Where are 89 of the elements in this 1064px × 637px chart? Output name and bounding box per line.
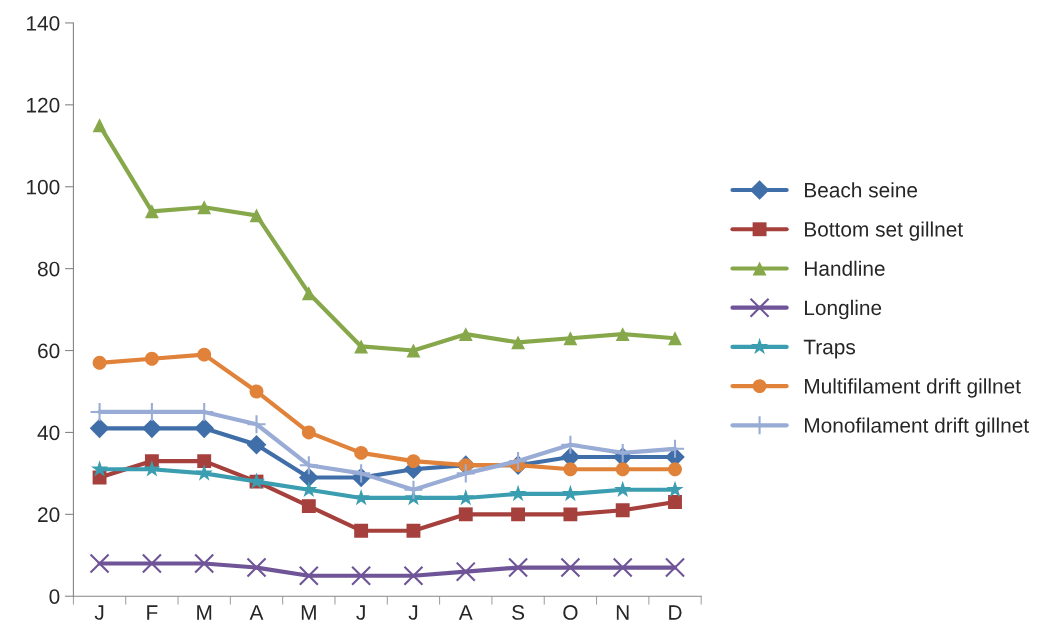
point xyxy=(298,565,319,586)
x-tick-label: D xyxy=(669,605,682,620)
y-tick-label: 80 xyxy=(37,261,60,277)
point xyxy=(403,479,424,500)
y-tick-label: 60 xyxy=(38,343,60,359)
point xyxy=(249,384,264,399)
point xyxy=(615,462,630,477)
point xyxy=(246,557,267,578)
point xyxy=(615,327,630,342)
point xyxy=(668,495,682,509)
y-tick-label: 140 xyxy=(27,15,60,31)
point xyxy=(197,347,212,362)
point xyxy=(455,463,476,484)
point xyxy=(92,118,107,133)
legend-label: Traps xyxy=(803,339,856,359)
point xyxy=(666,480,684,498)
point xyxy=(299,467,319,488)
point xyxy=(509,484,527,502)
point xyxy=(246,414,267,435)
point xyxy=(197,454,212,469)
legend-label: Multifilament drift gillnet xyxy=(805,378,1021,398)
point xyxy=(561,484,579,502)
point xyxy=(511,335,526,350)
point xyxy=(403,565,424,586)
x-tick-label: M xyxy=(197,605,212,620)
legend-label: Bottom set gillnet xyxy=(805,221,963,241)
legend-label: Handline xyxy=(805,260,885,276)
point xyxy=(89,553,110,574)
point xyxy=(354,445,369,460)
point xyxy=(406,343,421,358)
point xyxy=(457,488,475,506)
point xyxy=(563,462,578,477)
point xyxy=(351,565,372,586)
point xyxy=(89,418,110,439)
point xyxy=(354,523,369,538)
point xyxy=(664,557,686,578)
point xyxy=(508,557,529,578)
point xyxy=(194,418,215,439)
point xyxy=(560,557,581,578)
point xyxy=(614,480,632,498)
x-tick-label: N xyxy=(616,605,629,620)
point xyxy=(668,462,682,477)
point xyxy=(143,460,161,477)
x-tick-label: A xyxy=(458,605,473,620)
point xyxy=(197,200,212,215)
x-tick-label: F xyxy=(147,605,158,620)
point xyxy=(301,286,316,301)
point xyxy=(194,553,215,574)
point xyxy=(455,561,476,582)
y-tick-label: 40 xyxy=(37,425,60,441)
y-tick-label: 0 xyxy=(49,589,60,604)
point xyxy=(246,434,267,455)
y-tick-label: 20 xyxy=(38,507,60,523)
point xyxy=(563,507,578,522)
point xyxy=(90,460,109,477)
point xyxy=(563,331,578,346)
point xyxy=(458,327,473,342)
y-tick-label: 120 xyxy=(27,97,60,113)
point xyxy=(354,339,369,354)
x-tick-label: J xyxy=(94,605,104,620)
legend-label: Longline xyxy=(805,299,882,320)
point xyxy=(195,464,213,481)
x-tick-label: A xyxy=(249,605,264,620)
point xyxy=(144,204,159,219)
point xyxy=(301,425,316,440)
legend-label: Monofilament drift gillnet xyxy=(805,417,1029,437)
point xyxy=(406,454,421,469)
point xyxy=(298,455,319,476)
point xyxy=(612,557,633,578)
x-tick-label: M xyxy=(301,605,316,620)
point xyxy=(511,507,526,522)
point xyxy=(92,355,107,370)
x-tick-label: J xyxy=(356,605,365,620)
x-tick-label: J xyxy=(408,605,418,620)
point xyxy=(142,418,162,439)
point xyxy=(615,503,630,518)
x-tick-label: O xyxy=(563,605,578,620)
legend-label: Beach seine xyxy=(805,182,918,198)
point xyxy=(664,438,686,459)
point xyxy=(301,499,316,514)
point xyxy=(144,351,159,366)
point xyxy=(668,331,682,346)
x-tick-label: S xyxy=(512,605,525,620)
point xyxy=(458,507,473,522)
point xyxy=(560,434,581,455)
point xyxy=(249,208,264,223)
y-tick-label: 100 xyxy=(27,179,60,195)
point xyxy=(141,553,162,574)
point xyxy=(406,523,421,538)
